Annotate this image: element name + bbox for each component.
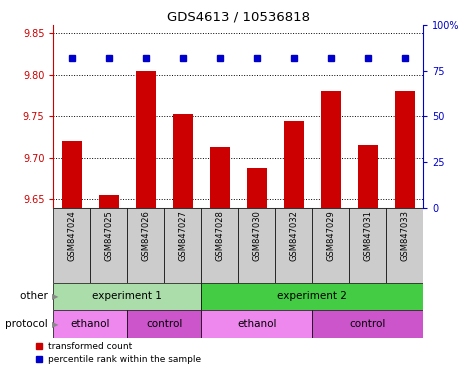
Bar xyxy=(275,208,312,283)
Bar xyxy=(210,147,230,208)
Bar xyxy=(53,310,127,338)
Bar xyxy=(394,91,415,208)
Bar xyxy=(136,71,156,208)
Bar xyxy=(239,208,275,283)
Text: GSM847027: GSM847027 xyxy=(179,210,187,261)
Bar xyxy=(312,208,349,283)
Text: ▶: ▶ xyxy=(52,319,59,329)
Text: experiment 1: experiment 1 xyxy=(93,291,162,301)
Text: control: control xyxy=(350,319,386,329)
Bar xyxy=(90,208,127,283)
Bar xyxy=(349,208,386,283)
Text: other: other xyxy=(20,291,51,301)
Text: protocol: protocol xyxy=(5,319,51,329)
Bar xyxy=(246,168,267,208)
Bar xyxy=(312,310,423,338)
Text: GSM847028: GSM847028 xyxy=(215,210,224,261)
Bar xyxy=(127,310,201,338)
Text: GSM847032: GSM847032 xyxy=(289,210,298,261)
Bar xyxy=(127,208,165,283)
Text: GSM847024: GSM847024 xyxy=(67,210,76,261)
Bar xyxy=(201,310,312,338)
Bar xyxy=(53,283,201,310)
Bar xyxy=(53,208,90,283)
Text: GSM847029: GSM847029 xyxy=(326,210,335,261)
Bar xyxy=(320,91,341,208)
Text: ethanol: ethanol xyxy=(71,319,110,329)
Bar xyxy=(173,114,193,208)
Text: experiment 2: experiment 2 xyxy=(277,291,347,301)
Text: GSM847031: GSM847031 xyxy=(363,210,372,261)
Bar xyxy=(201,283,423,310)
Title: GDS4613 / 10536818: GDS4613 / 10536818 xyxy=(167,11,310,24)
Text: GSM847033: GSM847033 xyxy=(400,210,409,261)
Bar xyxy=(201,208,238,283)
Text: GSM847030: GSM847030 xyxy=(252,210,261,261)
Bar xyxy=(386,208,423,283)
Text: ethanol: ethanol xyxy=(237,319,277,329)
Text: control: control xyxy=(146,319,183,329)
Text: GSM847026: GSM847026 xyxy=(141,210,150,261)
Bar xyxy=(165,208,201,283)
Bar xyxy=(284,121,304,208)
Text: ▶: ▶ xyxy=(52,292,59,301)
Bar xyxy=(99,195,119,208)
Bar xyxy=(62,141,82,208)
Text: GSM847025: GSM847025 xyxy=(105,210,113,261)
Bar xyxy=(358,146,378,208)
Legend: transformed count, percentile rank within the sample: transformed count, percentile rank withi… xyxy=(35,343,201,364)
